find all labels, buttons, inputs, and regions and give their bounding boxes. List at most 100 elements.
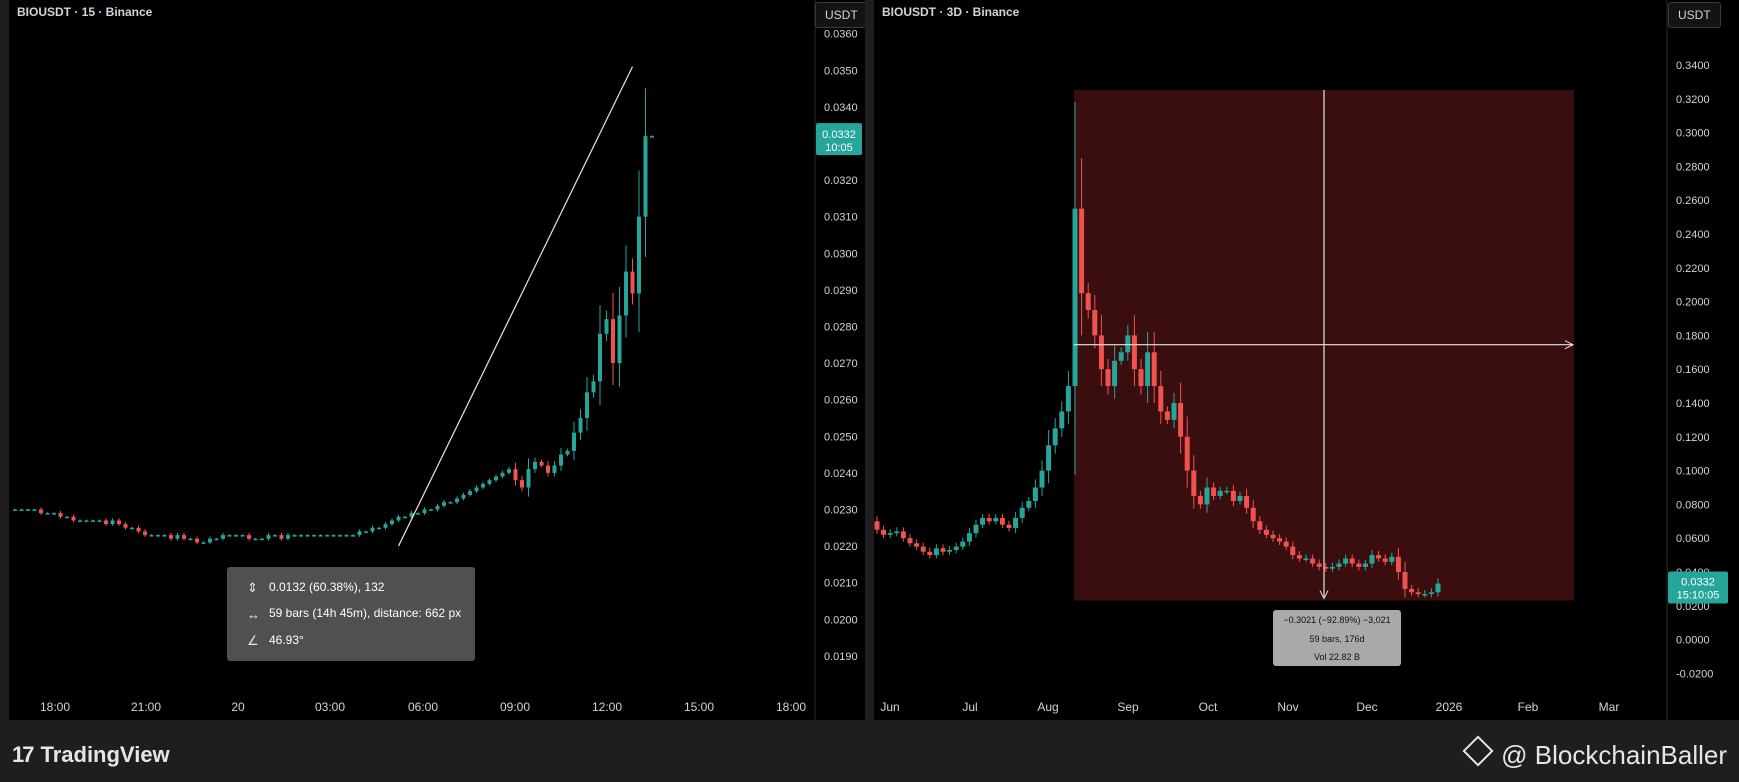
candle-body xyxy=(1112,360,1118,387)
candle-body xyxy=(966,533,972,542)
candle-body xyxy=(494,476,498,481)
candle-body xyxy=(980,517,986,525)
candle-body xyxy=(266,535,271,539)
footer-bar xyxy=(0,720,1739,782)
candle-body xyxy=(1343,558,1349,564)
candle-body xyxy=(999,517,1005,525)
candle-body xyxy=(305,535,310,537)
x-tick-label: 06:00 xyxy=(408,700,438,714)
candle-body xyxy=(1329,566,1335,569)
candle-body xyxy=(973,524,979,534)
x-tick-label: Jul xyxy=(962,700,977,714)
y-tick-label: 0.3400 xyxy=(1676,60,1710,72)
candle-body xyxy=(136,527,141,532)
candle-body xyxy=(468,491,472,495)
candle-body xyxy=(383,524,388,528)
candle-body xyxy=(299,535,303,537)
candle-body xyxy=(624,271,628,316)
chart-panel-3d[interactable]: 0.3400 0.3200 0.3000 0.2800 0.2600 0.2400 0.22… xyxy=(874,0,1739,720)
candle-body xyxy=(507,469,511,473)
y-tick-label: 0.1000 xyxy=(1676,466,1710,478)
candle-body xyxy=(1171,403,1177,420)
candle-body xyxy=(1237,495,1243,502)
candle-body xyxy=(500,472,505,477)
candle-body xyxy=(227,535,232,537)
candle-body xyxy=(1296,555,1302,559)
candle-body xyxy=(39,509,43,514)
candle-body xyxy=(1310,558,1316,564)
symbol-title: BIOUSDT · 15 · Binance xyxy=(17,5,153,19)
x-tick-label: Sep xyxy=(1117,700,1139,714)
candle-body xyxy=(45,513,50,515)
candle-body xyxy=(240,535,245,537)
candle-body xyxy=(920,546,926,552)
y-tick-label: 0.1200 xyxy=(1676,432,1710,444)
chart-panel-15m[interactable]: 0.03600.03500.03400.03300.03200.03100.03… xyxy=(9,0,865,720)
candle-body xyxy=(331,535,336,537)
y-tick-label: 0.2400 xyxy=(1676,229,1710,241)
y-tick-label: 0.0600 xyxy=(1676,533,1710,545)
x-tick-label: 09:00 xyxy=(500,700,530,714)
currency-button[interactable]: USDT xyxy=(815,2,865,28)
candle-body xyxy=(1244,495,1250,508)
candle-body xyxy=(947,550,953,552)
candle-body xyxy=(1158,386,1164,412)
x-tick-label: 18:00 xyxy=(40,700,70,714)
candle-body xyxy=(617,315,622,364)
candle-body xyxy=(234,535,238,537)
candle-body xyxy=(1257,521,1263,530)
candle-body xyxy=(986,517,992,522)
candle-body xyxy=(78,520,82,522)
author-credit: @ BlockchainBaller xyxy=(1462,735,1727,771)
candle-body xyxy=(1125,335,1131,353)
measure-tooltip-bg xyxy=(227,567,475,661)
candle-body xyxy=(208,538,212,543)
countdown-label: 15:10:05 xyxy=(1677,589,1720,601)
currency-button[interactable]: USDT xyxy=(1668,2,1721,28)
candle-body xyxy=(149,535,154,537)
y-tick-label: 0.0310 xyxy=(824,212,858,224)
y-tick-label: 0.3000 xyxy=(1676,128,1710,140)
candle-body xyxy=(914,543,920,547)
candle-body xyxy=(1006,524,1012,529)
candle-body xyxy=(325,535,329,537)
candle-body xyxy=(409,513,414,517)
x-tick-label: 18:00 xyxy=(776,700,806,714)
candle-body xyxy=(1191,470,1197,496)
chart-3d-svg[interactable]: 0.3400 0.3200 0.3000 0.2800 0.2600 0.2400 0.22… xyxy=(874,0,1739,720)
candle-body xyxy=(169,535,173,539)
candle-body xyxy=(1118,352,1124,361)
price-tag-bg xyxy=(1668,571,1728,604)
candle-body xyxy=(1395,556,1401,572)
candle-body xyxy=(1065,386,1071,412)
chart-15m-svg[interactable]: 0.03600.03500.03400.03300.03200.03100.03… xyxy=(9,0,865,720)
countdown-label: 10:05 xyxy=(825,142,853,154)
candle-body xyxy=(1290,546,1296,556)
y-tick-label: 0.0210 xyxy=(824,578,858,590)
candle-body xyxy=(123,524,128,528)
candle-body xyxy=(32,509,37,511)
candle-body xyxy=(1059,411,1065,429)
candle-body xyxy=(1409,588,1415,593)
x-tick-label: Mar xyxy=(1599,700,1620,714)
candle-body xyxy=(927,551,933,556)
candle-body xyxy=(1422,593,1428,596)
candle-body xyxy=(65,516,69,519)
candle-body xyxy=(539,461,544,466)
x-tick-label: 21:00 xyxy=(131,700,161,714)
measure-line-2: 59 bars (14h 45m), distance: 662 px xyxy=(269,606,461,620)
y-tick-label: 0.0190 xyxy=(824,651,858,663)
candle-body xyxy=(351,535,355,537)
candle-body xyxy=(182,535,186,539)
candle-body xyxy=(1376,555,1382,559)
candle-body xyxy=(1052,428,1058,446)
candle-body xyxy=(1178,403,1184,437)
last-price-label: 0.0332 xyxy=(822,129,856,141)
y-tick-label: 0.0290 xyxy=(824,285,858,297)
candle-body xyxy=(1270,534,1276,539)
candle-body xyxy=(1362,563,1368,567)
candle-body xyxy=(1013,517,1019,529)
candle-body xyxy=(448,502,453,504)
candle-body xyxy=(1085,293,1091,311)
x-tick-label: 03:00 xyxy=(315,700,345,714)
